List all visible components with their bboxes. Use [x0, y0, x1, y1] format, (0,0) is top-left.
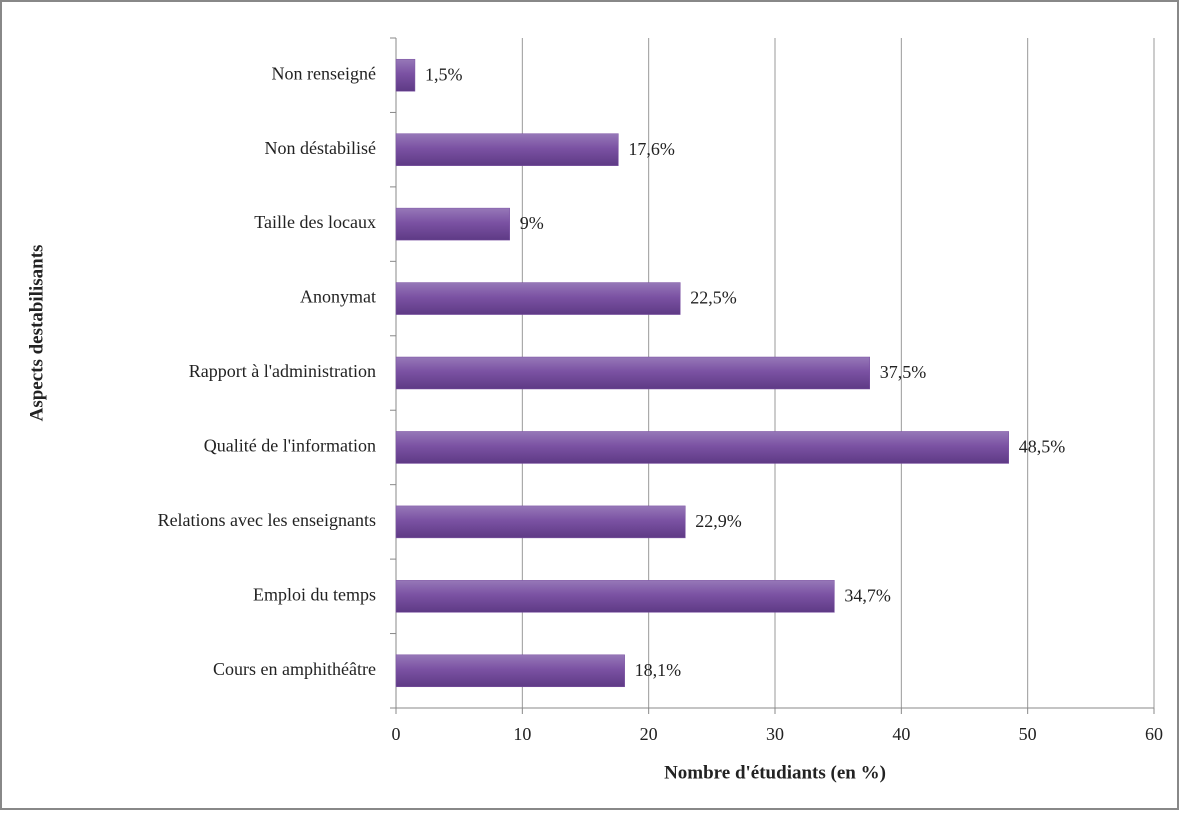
- x-tick-label: 60: [1145, 724, 1163, 744]
- y-tick-label: Anonymat: [300, 287, 376, 307]
- x-tick-label: 10: [513, 724, 531, 744]
- y-tick-label: Taille des locaux: [254, 212, 376, 232]
- y-tick-label: Non renseigné: [272, 63, 376, 83]
- value-label: 48,5%: [1019, 437, 1066, 457]
- value-label: 22,9%: [695, 511, 742, 531]
- value-label: 18,1%: [635, 660, 682, 680]
- bar: [395, 356, 870, 390]
- y-tick-label: Cours en amphithéâtre: [213, 659, 376, 679]
- x-tick-label: 30: [766, 724, 784, 744]
- y-tick-label: Qualité de l'information: [204, 436, 376, 456]
- y-tick-label: Non déstabilisé: [265, 138, 376, 158]
- x-tick-label: 20: [640, 724, 658, 744]
- value-label: 37,5%: [880, 362, 927, 382]
- y-axis-label: Aspects destabilisants: [26, 245, 47, 422]
- y-tick-label: Relations avec les enseignants: [158, 510, 376, 530]
- x-tick-label: 40: [892, 724, 910, 744]
- bar: [395, 505, 686, 539]
- value-label: 34,7%: [844, 585, 891, 605]
- bar: [395, 58, 416, 92]
- bar: [395, 282, 681, 315]
- bar: [395, 207, 510, 241]
- bar: [395, 654, 625, 688]
- bar: [395, 133, 619, 166]
- value-label: 17,6%: [628, 139, 675, 159]
- y-tick-label: Rapport à l'administration: [189, 361, 376, 381]
- x-tick-label: 50: [1019, 724, 1037, 744]
- y-tick-label: Emploi du temps: [253, 584, 376, 604]
- bar: [395, 580, 835, 613]
- x-axis-label: Nombre d'étudiants (en %): [664, 762, 886, 783]
- value-label: 22,5%: [690, 288, 737, 308]
- bar: [395, 431, 1009, 464]
- value-label: 9%: [520, 213, 544, 233]
- x-tick-label: 0: [392, 724, 401, 744]
- value-label: 1,5%: [425, 64, 463, 84]
